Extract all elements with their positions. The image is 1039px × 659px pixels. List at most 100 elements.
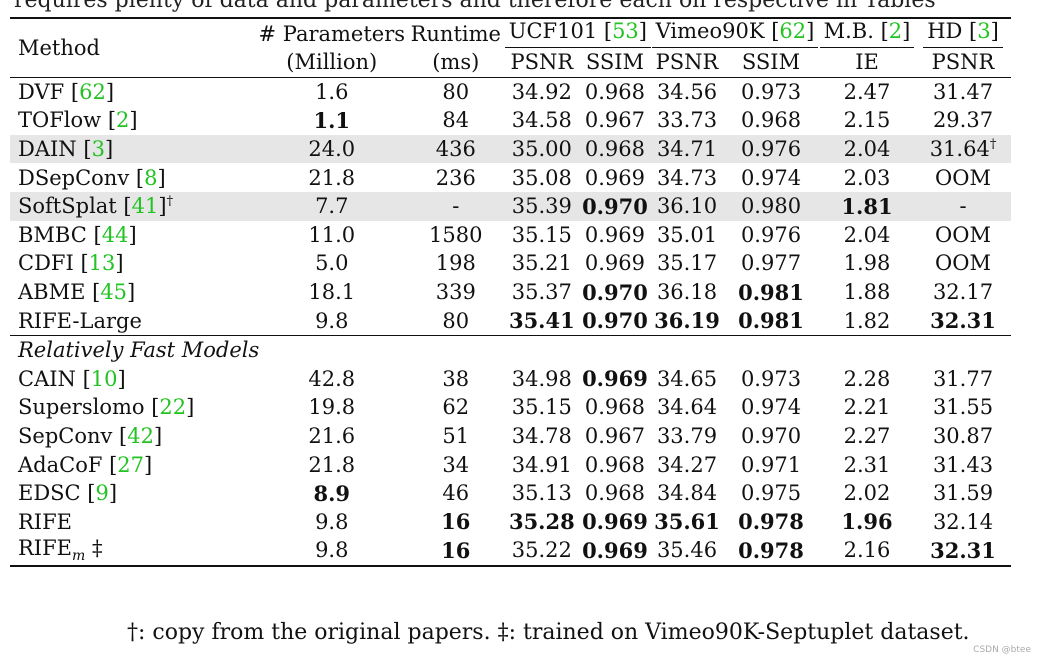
citation-link[interactable]: 10 [90,366,118,391]
table-row: AdaCoF [27] 21.8 34 34.91 0.968 34.27 0.… [10,450,1011,479]
results-table: Method # Parameters Runtime UCF101 [53] … [10,16,1011,567]
ucf-ssim-cell: 0.969 [582,509,648,535]
table-row: SepConv [42] 21.6 51 34.78 0.967 33.79 0… [10,422,1011,451]
runtime-cell: 80 [406,76,505,107]
mb-ie-cell: 2.15 [843,108,891,133]
citation-link[interactable]: 9 [95,481,109,506]
vimeo-psnr-cell: 33.79 [656,424,718,449]
hd-ref[interactable]: 3 [977,19,991,43]
citation-link[interactable]: 27 [117,452,145,477]
mb-ie-cell: 2.16 [819,536,915,567]
vimeo-psnr-cell: 35.61 [654,509,720,535]
table-row: TOFlow [2] 1.1 84 34.58 0.967 33.73 0.96… [10,106,1011,135]
hd-psnr-cell: 31.55 [932,395,994,420]
citation-link[interactable]: 22 [159,395,187,420]
table-row: EDSC [9] 8.9 46 35.13 0.968 34.84 0.975 … [10,479,1011,508]
mb-ie-cell: 1.82 [843,308,891,333]
ucf-ssim-cell: 0.970 [582,308,648,334]
hd-psnr-cell: 31.43 [932,452,994,477]
vimeo-ssim-cell: 0.970 [740,424,802,449]
method-cell: CDFI [13] [18,251,124,276]
table-row: DSepConv [8] 21.8 236 35.08 0.969 34.73 … [10,163,1011,192]
ucf-psnr-cell: 34.91 [511,452,572,477]
citation-link[interactable]: 44 [101,222,129,247]
citation-link[interactable]: 62 [79,79,106,104]
ucf-psnr-cell: 35.13 [511,481,572,506]
dagger-mark: † [989,137,997,153]
mb-ie-cell: 2.02 [843,481,891,506]
vimeo-psnr-cell: 34.27 [656,452,718,477]
ucf-ssim-cell: 0.969 [584,222,646,247]
params-cell: 19.8 [308,395,356,420]
table-footnote: †: copy from the original papers. ‡: tra… [127,620,970,645]
header-row-1: Method # Parameters Runtime UCF101 [53] … [10,16,1011,78]
ucf-ssim-cell: 0.968 [578,76,651,107]
params-cell: 11.0 [308,222,356,247]
ucf-ssim-cell: 0.969 [578,536,651,567]
ucf-psnr-cell: 35.37 [511,280,572,305]
runtime-cell: - [406,191,505,221]
runtime-header: Runtime [406,17,505,48]
method-cell: DSepConv [8] [18,165,166,190]
ucf-ssim-cell: 0.969 [582,366,648,392]
ucf-psnr-cell: 35.15 [511,395,572,420]
hd-psnr-cell: 32.17 [932,280,994,305]
vimeo-ssim-cell: 0.976 [740,222,802,247]
hd-psnr-cell: 30.87 [932,424,994,449]
vimeo-psnr-cell: 36.18 [656,280,718,305]
table-row: CAIN [10] 42.8 38 34.98 0.969 34.65 0.97… [10,365,1011,394]
method-header: Method [10,16,257,78]
method-cell: RIFE-Large [18,308,142,333]
table-row: Superslomo [22] 19.8 62 35.15 0.968 34.6… [10,393,1011,422]
ucf-psnr-cell: 34.58 [511,108,572,133]
citation-link[interactable]: 41 [131,194,159,219]
method-cell: TOFlow [2] [18,108,138,133]
citation-link[interactable]: 3 [91,137,105,162]
vimeo-ssim-cell: 0.978 [723,536,819,567]
citation-link[interactable]: 13 [88,251,116,276]
table-row: DVF [62] 1.6 80 34.92 0.968 34.56 0.973 … [10,76,1011,107]
citation-link[interactable]: 8 [144,165,158,190]
mb-ie-cell: 2.27 [843,424,891,449]
ucf-psnr-cell: 35.15 [511,222,572,247]
vimeo-ref[interactable]: 62 [779,19,807,43]
vimeo-psnr-header: PSNR [655,50,719,75]
mb-ie-header: IE [855,50,879,75]
params-cell: 21.6 [308,424,356,449]
hd-psnr-cell: 32.14 [932,509,994,534]
runtime-cell: 80 [442,308,470,333]
runtime-cell: 51 [442,424,470,449]
runtime-unit: (ms) [432,50,480,75]
runtime-cell: 1580 [429,222,483,247]
params-cell: 24.0 [256,134,407,164]
table-row: BMBC [44] 11.0 1580 35.15 0.969 35.01 0.… [10,221,1011,250]
ucf-label: UCF101 [508,19,598,43]
hd-psnr-cell: 31.47 [915,76,1011,107]
method-cell: BMBC [44] [18,222,137,247]
params-cell: 5.0 [315,251,349,276]
ucf-ssim-cell: 0.968 [584,395,646,420]
runtime-cell: 436 [406,134,505,164]
vimeo-ssim-cell: 0.973 [723,76,819,107]
ucf-ssim-header: SSIM [585,50,645,75]
params-cell: 42.8 [308,366,356,391]
section-label: Relatively Fast Models [10,334,1011,365]
vimeo-psnr-cell: 34.65 [656,366,718,391]
method-cell: SoftSplat [41]† [10,191,257,221]
ucf-ssim-cell: 0.969 [584,165,646,190]
citation-link[interactable]: 2 [116,108,130,133]
double-dagger-mark: ‡ [91,536,103,561]
vimeo-label: Vimeo90K [655,19,765,43]
citation-link[interactable]: 42 [127,424,154,449]
ucf-psnr-cell: 35.08 [511,165,572,190]
ucf-psnr-cell: 34.98 [511,366,572,391]
ucf-ssim-cell: 0.968 [584,452,646,477]
dagger-mark: † [166,194,174,210]
runtime-cell: 339 [435,280,476,305]
params-cell: 1.1 [313,107,351,133]
mb-ie-cell: 2.21 [843,395,891,420]
ucf-ref[interactable]: 53 [612,19,639,43]
mb-ref[interactable]: 2 [888,19,903,43]
vimeo-psnr-cell: 34.71 [651,134,723,164]
citation-link[interactable]: 45 [100,280,128,305]
